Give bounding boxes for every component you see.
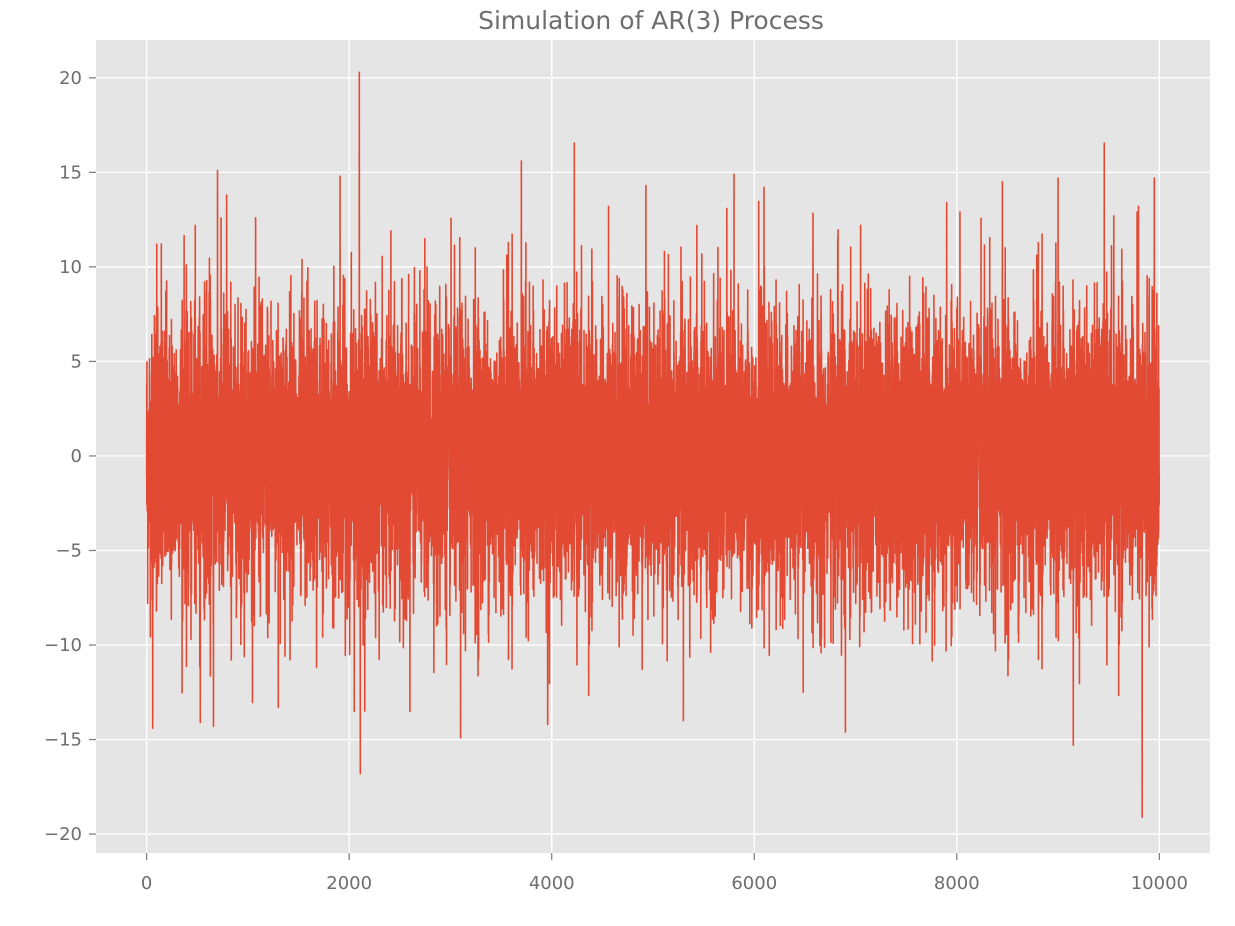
y-tick-label: 10 [59, 257, 82, 278]
y-tick-label: −10 [44, 635, 82, 656]
y-tick-label: 15 [59, 162, 82, 183]
y-tick-label: 20 [59, 68, 82, 89]
y-tick-label: 0 [71, 446, 82, 467]
x-axis: 0 2000 4000 6000 8000 10000 [141, 853, 1188, 894]
series-line [145, 71, 1161, 818]
y-tick-label: −15 [44, 730, 82, 751]
x-tick-label: 6000 [731, 873, 777, 894]
x-tick-label: 0 [141, 873, 152, 894]
chart-title: Simulation of AR(3) Process [478, 6, 824, 35]
series-ar3 [145, 71, 1161, 818]
y-tick-label: −20 [44, 824, 82, 845]
x-tick-label: 2000 [326, 873, 372, 894]
y-tick-label: 5 [71, 351, 82, 372]
x-tick-label: 8000 [934, 873, 980, 894]
y-tick-label: −5 [55, 540, 82, 561]
x-tick-label: 10000 [1131, 873, 1188, 894]
x-tick-label: 4000 [529, 873, 575, 894]
y-axis: −20 −15 −10 −5 0 5 10 15 20 [44, 68, 96, 845]
